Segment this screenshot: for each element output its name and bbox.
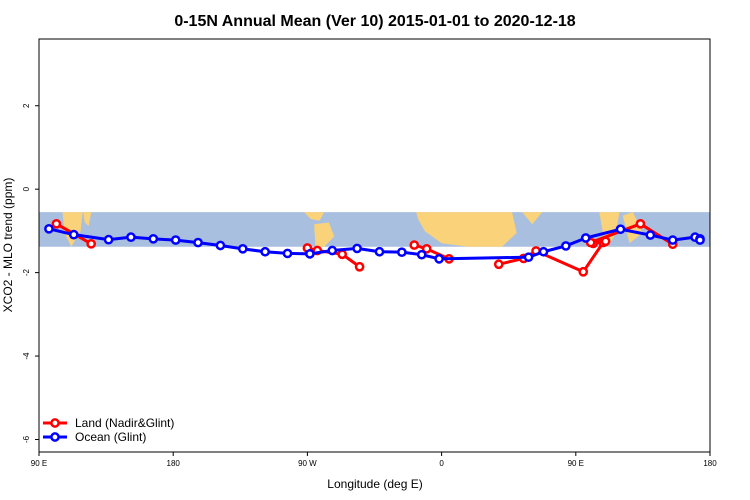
land-point — [409, 240, 420, 250]
ocean-point — [396, 247, 407, 258]
land-point — [51, 218, 62, 229]
x-tick-label: 90 E — [31, 459, 47, 468]
ocean-point — [103, 234, 114, 245]
land-point — [578, 266, 589, 277]
x-tick-label: 0 — [439, 459, 444, 468]
land-india-right — [599, 212, 620, 247]
x-axis-ticks: 90 E 180 90 W 0 90 E 180 — [31, 452, 717, 468]
series-layer — [44, 218, 705, 277]
ocean-point — [434, 253, 444, 264]
y-axis-label: XCO2 - MLO trend (ppm) — [1, 178, 15, 313]
ocean-point — [305, 248, 315, 259]
ocean-point — [193, 237, 203, 248]
land-legend-label: Land (Nadir&Glint) — [75, 416, 174, 430]
ocean-point — [148, 233, 159, 244]
chart-title: 0-15N Annual Mean (Ver 10) 2015-01-01 to… — [174, 13, 575, 30]
land-point — [421, 243, 432, 254]
ocean-point — [237, 243, 248, 254]
land-point — [337, 249, 348, 260]
ocean-legend-label: Ocean (Glint) — [75, 430, 146, 444]
y-tick-label: -4 — [22, 352, 31, 360]
ocean-point — [44, 223, 54, 234]
ocean-point — [170, 235, 181, 245]
land-point — [635, 218, 646, 229]
land-legend-marker — [50, 418, 60, 428]
ocean-point — [580, 233, 591, 243]
ocean-point — [538, 246, 549, 257]
land-point — [354, 261, 365, 272]
ocean-point — [523, 252, 534, 263]
y-tick-label: -2 — [22, 269, 31, 277]
ocean-point — [327, 245, 338, 256]
y-tick-label: -6 — [22, 435, 31, 443]
ocean-series — [44, 223, 705, 264]
y-axis-ticks: 2 0 -2 -4 -6 — [22, 103, 39, 443]
land-point — [493, 259, 504, 270]
plot-frame — [38, 38, 711, 453]
land-sri-lanka-left — [83, 212, 92, 226]
ocean-point — [282, 248, 293, 259]
ocean-point — [416, 249, 427, 260]
land-south-america-north — [314, 222, 335, 247]
legend: Land (Nadir&Glint)Ocean (Glint) — [43, 416, 174, 444]
ocean-point — [645, 230, 656, 240]
y-tick-label: 0 — [22, 186, 31, 191]
ocean-point — [68, 229, 79, 240]
x-tick-label: 90 E — [568, 459, 584, 468]
x-tick-label: 180 — [703, 459, 717, 468]
ocean-point — [215, 240, 226, 251]
ocean-point — [667, 235, 678, 245]
x-axis-label: Longitude (deg E) — [327, 477, 422, 491]
land-africa — [416, 212, 517, 247]
land-india-left — [62, 212, 83, 247]
ocean-point — [374, 246, 385, 257]
ocean-legend-marker — [50, 432, 60, 442]
ocean-point — [126, 232, 136, 243]
land-arabia — [522, 212, 543, 225]
land-point — [86, 238, 97, 249]
land-central-america — [304, 212, 325, 221]
ocean-series-line — [48, 227, 702, 261]
x-tick-label: 90 W — [298, 459, 317, 468]
y-tick-label: 2 — [22, 103, 31, 108]
ocean-point — [615, 224, 626, 235]
ocean-point — [561, 241, 571, 251]
ocean-point — [695, 235, 705, 245]
ocean-point — [352, 243, 362, 254]
ocean-point — [260, 246, 271, 257]
x-tick-label: 180 — [167, 459, 181, 468]
